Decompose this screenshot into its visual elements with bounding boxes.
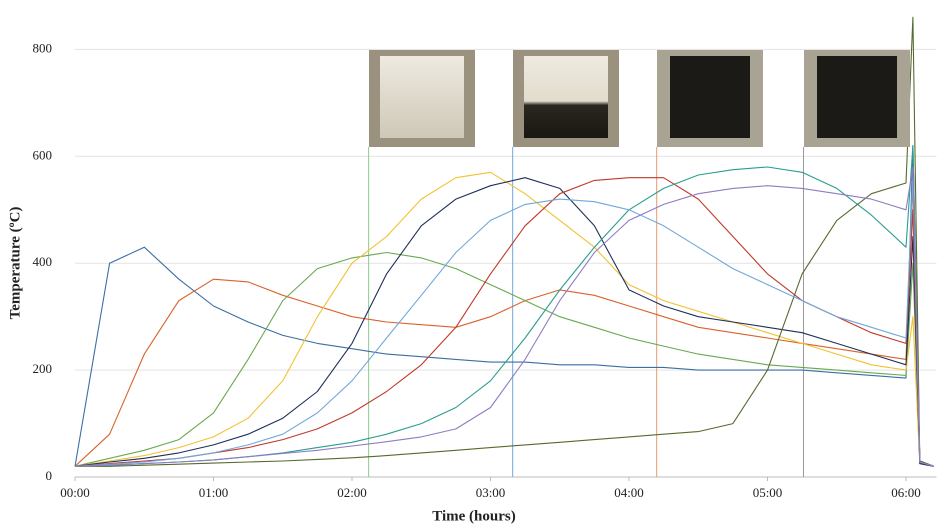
x-tick-label: 06:00 bbox=[891, 485, 921, 500]
x-tick-label: 00:00 bbox=[60, 485, 90, 500]
x-axis-title: Time (hours) bbox=[432, 508, 515, 524]
photo bbox=[670, 56, 750, 138]
series-line bbox=[74, 177, 934, 467]
series-line bbox=[74, 177, 934, 467]
series-line bbox=[75, 16, 934, 467]
photo bbox=[524, 56, 608, 138]
series-line bbox=[74, 145, 934, 467]
y-axis-title: Temperature (ºC) bbox=[7, 207, 23, 320]
x-tick-label: 05:00 bbox=[753, 485, 783, 500]
x-tick-label: 01:00 bbox=[199, 485, 229, 500]
y-tick-label: 600 bbox=[33, 147, 53, 162]
y-tick-label: 200 bbox=[33, 361, 53, 376]
photos bbox=[369, 50, 910, 147]
series-line bbox=[74, 166, 934, 467]
plot-back bbox=[74, 16, 937, 481]
photo bbox=[380, 56, 464, 138]
y-tick-label: 800 bbox=[33, 40, 53, 55]
series-line bbox=[74, 182, 934, 467]
x-tick-label: 03:00 bbox=[476, 485, 506, 500]
x-tick-label: 04:00 bbox=[614, 485, 644, 500]
series-line bbox=[74, 177, 934, 467]
series-line bbox=[74, 251, 934, 467]
series-line bbox=[74, 171, 934, 467]
photo bbox=[817, 56, 897, 138]
x-tick-label: 02:00 bbox=[337, 485, 367, 500]
y-tick-label: 0 bbox=[46, 468, 53, 483]
series-line bbox=[74, 145, 934, 467]
y-tick-label: 400 bbox=[33, 254, 53, 269]
